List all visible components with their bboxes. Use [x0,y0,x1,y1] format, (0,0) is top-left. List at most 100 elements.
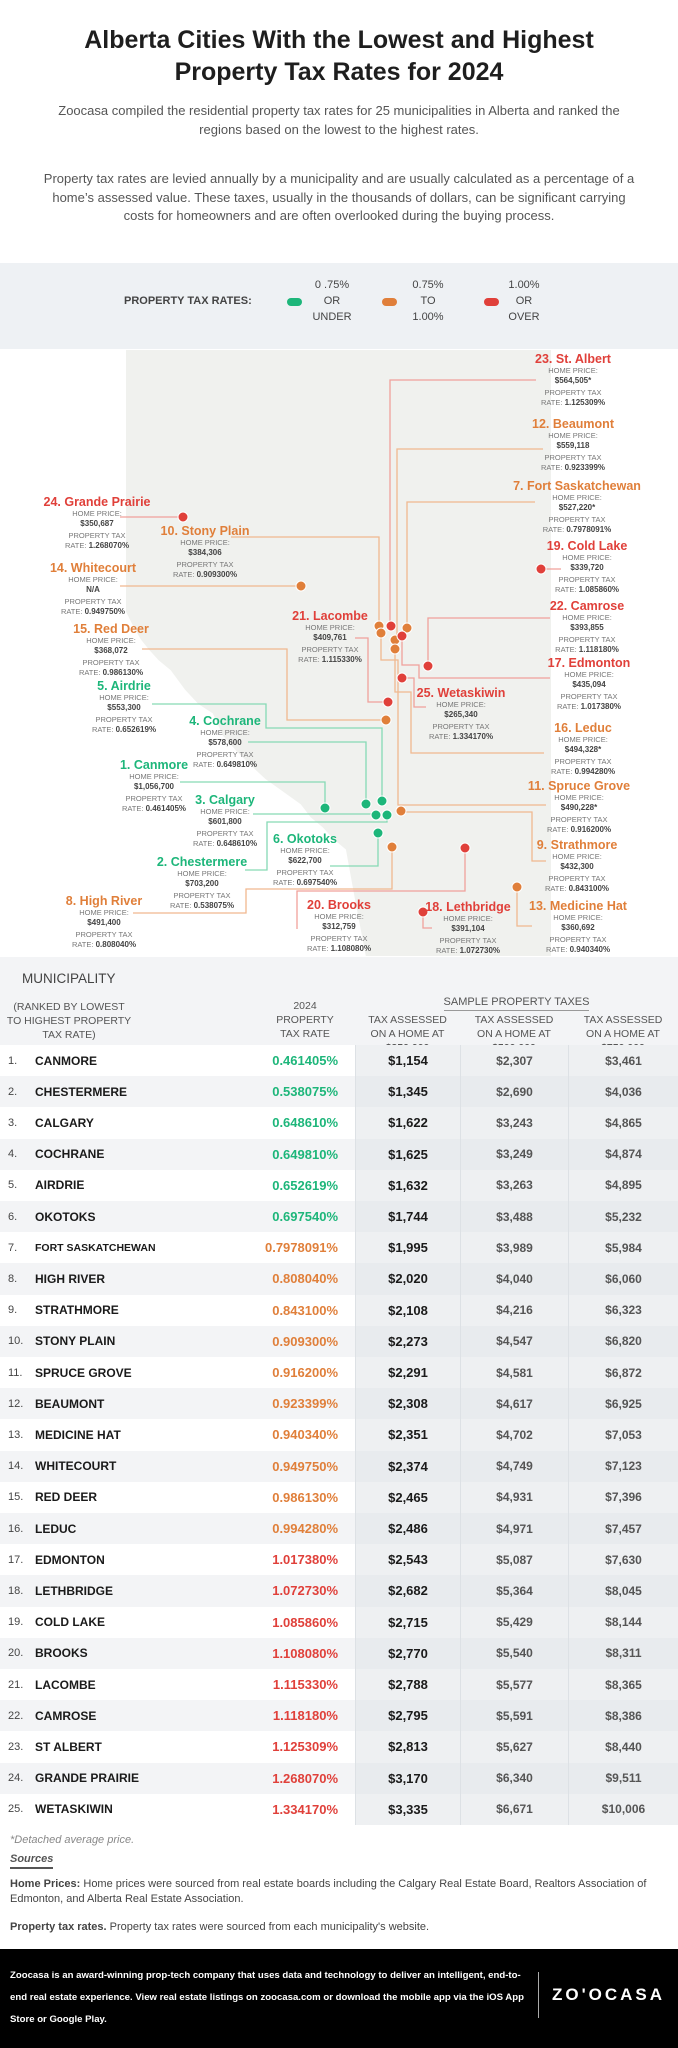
rank: 13. [8,1428,24,1441]
tax-rate: RATE: 0.538075% [169,901,235,910]
rank: 23. [8,1740,24,1753]
tax-rate-value: 0.652619% [115,725,157,734]
rank: 16. [8,1522,24,1535]
municipality-name: AIRDRIE [35,1178,85,1193]
tax-rate-value: 0.940340% [569,945,611,954]
sample-tax-500k: $4,617 [460,1388,568,1420]
connector-line-6 [330,833,379,867]
home-price-value: $360,692 [561,923,595,932]
tax-rate: 0.538075% [272,1084,338,1100]
municipality-name: COCHRANE [35,1147,105,1162]
tax-rate-value: 1.115330% [321,655,362,664]
sample-tax-500k: $5,364 [460,1575,568,1607]
home-price-label: HOME PRICE: [564,670,614,679]
tax-rate: RATE: 0.909300% [172,570,238,579]
city-label: 18. Lethbridge HOME PRICE: $391,104 PROPERT… [425,900,510,956]
table-row: 7. FORT SASKATCHEWAN 0.7978091% $1,995 $3,98… [0,1232,678,1264]
connector-line-13 [516,887,532,927]
municipality-name: LETHBRIDGE [35,1583,113,1598]
municipality-name: BEAUMONT [35,1396,105,1411]
table-row: 15. RED DEER 0.986130% $2,465 $4,931 $7,396 [0,1481,678,1513]
home-price-label: HOME PRICE: [548,431,598,440]
city-name: 5. Airdrie [97,679,151,693]
sample-tax-250k: $1,154 [355,1045,460,1077]
tax-rate: RATE: 0.843100% [544,884,610,893]
ranking-note: (RANKED BY LOWEST TO HIGHEST PROPERTY TAX … [6,1001,132,1041]
sample-tax-750k: $8,386 [568,1700,678,1732]
tax-rate: 1.017380% [272,1552,338,1568]
tax-rate: 0.940340% [272,1427,338,1443]
title-line: Property Tax Rates for 2024 [174,58,504,86]
tax-rate: RATE: 1.118180% [555,645,619,654]
city-name: 13. Medicine Hat [529,899,627,913]
table-row: 16. LEDUC 0.994280% $2,486 $4,971 $7,457 [0,1513,678,1545]
municipality-name: LACOMBE [35,1677,96,1692]
tax-rate-value: 0.843100% [568,884,610,893]
rank: 7. [8,1241,18,1254]
legend-text-high: 1.00% OR OVER [508,279,540,323]
city-name: 11. Spruce Grove [527,779,631,793]
municipality-name: OKOTOKS [35,1209,96,1224]
municipality-name: CHESTERMERE [35,1084,128,1099]
home-price-label: HOME PRICE: [554,793,604,802]
tax-rate: RATE: 0.652619% [91,725,157,734]
tax-rate: 1.085860% [272,1614,338,1630]
tax-rate: 0.916200% [272,1365,338,1381]
city-name: 7. Fort Saskatchewan [513,479,641,493]
sample-tax-250k: $2,788 [355,1669,460,1701]
city-label: 20. Brooks HOME PRICE: $312,759 PROPERTY TA… [307,898,371,954]
tax-rate: RATE: 0.649810% [192,760,258,769]
tax-rate: RATE: 0.986130% [78,668,144,677]
table-row: 9. STRATHMORE 0.843100% $2,108 $4,216 $6,323 [0,1294,678,1326]
footer-divider [538,1972,539,2018]
tax-rate: RATE: 1.108080% [306,944,372,953]
home-price-label: HOME PRICE: [68,575,118,584]
rank: 25. [8,1803,24,1816]
table-row: 5. AIRDRIE 0.652619% $1,632 $3,263 $4,895 [0,1169,678,1201]
zoocasa-logo[interactable]: ZO'OCASA [552,1985,666,2004]
rank: 3. [8,1116,18,1129]
sample-tax-750k: $5,232 [568,1201,678,1233]
tax-rate-value: 0.909300% [196,570,238,579]
tax-rate: RATE: 1.072730% [435,946,501,955]
tax-rate: RATE: 0.7978091% [542,525,612,534]
home-price-value: $490,228* [560,803,598,812]
subtitle: Zoocasa compiled the residential propert… [58,103,620,137]
legend-text-low: 0 .75% OR UNDER [312,279,352,323]
rank: 18. [8,1584,24,1597]
city-marker-19 [535,563,547,575]
sample-tax-500k: $4,971 [460,1513,568,1545]
sample-taxes-header: SAMPLE PROPERTY TAXES [355,995,678,1011]
city-label: 2. Chestermere HOME PRICE: $703,200 PROPERT… [157,855,247,911]
sample-tax-250k: $1,622 [355,1107,460,1139]
sources-title: Sources [10,1852,54,1869]
city-name: 19. Cold Lake [546,539,628,553]
connector-line-25 [402,677,426,708]
home-price-label: HOME PRICE: [553,913,603,922]
tax-rate: RATE: 0.949750% [60,607,126,616]
connector-line-10 [231,536,380,626]
legend-swatch-mid [382,298,397,306]
sample-tax-500k: $3,488 [460,1201,568,1233]
rank: 22. [8,1709,24,1722]
sample-tax-250k: $2,715 [355,1606,460,1638]
tax-rate: 0.909300% [272,1333,338,1349]
rate-header: 2024 PROPERTY TAX RATE [276,1000,334,1040]
tax-rate-label: PROPERTY TAX [64,597,122,606]
home-price-label: HOME PRICE: [99,693,149,702]
city-label: 13. Medicine Hat HOME PRICE: $360,692 PROPE… [529,899,627,955]
city-label: 16. Leduc HOME PRICE: $494,328* PROPERTY TA… [551,721,615,777]
home-prices-source: Home Prices: Home prices were sourced fr… [10,1878,647,1905]
city-name: 12. Beaumont [532,417,614,431]
city-label: 15. Red Deer HOME PRICE: $368,072 PROPERTY … [73,622,149,678]
home-price-value: $494,328* [564,745,602,754]
tax-rate: 1.118180% [272,1708,338,1724]
sample-tax-250k: $2,543 [355,1544,460,1576]
sample-tax-750k: $5,984 [568,1232,678,1264]
sample-tax-750k: $6,925 [568,1388,678,1420]
connector-line-15 [142,648,386,721]
tax-rate-label: PROPERTY TAX [173,891,231,900]
city-label: 8. High River HOME PRICE: $491,400 PROPERTY… [66,894,142,950]
sample-tax-500k: $2,690 [460,1076,568,1108]
home-price-label: HOME PRICE: [305,623,355,632]
